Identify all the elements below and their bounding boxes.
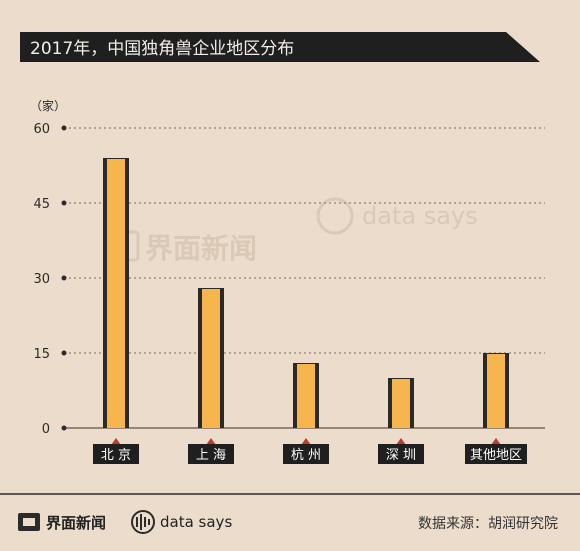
bars-layer	[103, 158, 509, 428]
bar	[483, 353, 509, 428]
bar	[103, 158, 129, 428]
category-label-bg	[465, 444, 527, 464]
category-label-bg	[283, 444, 329, 464]
bar	[388, 378, 414, 428]
footer-brand: 界面新闻	[46, 514, 106, 532]
category-label: 其他地区	[470, 448, 522, 463]
bar	[198, 288, 224, 428]
watermark: 界面新闻 data says	[108, 197, 478, 265]
grid-layer: 0 15 30 45 60	[33, 122, 545, 437]
y-tick-marker	[61, 125, 67, 131]
category-label: 深 圳	[386, 448, 416, 463]
footer-source: 数据来源：胡润研究院	[418, 516, 558, 532]
category-label: 北 京	[101, 448, 131, 463]
category-label-bg	[188, 444, 234, 464]
y-tick-label: 30	[33, 272, 50, 287]
y-tick-marker	[61, 350, 67, 356]
watermark-brand: 界面新闻	[145, 232, 257, 265]
category-label: 上 海	[196, 448, 226, 463]
data-says-icon	[131, 510, 155, 534]
footer-sub-brand: data says	[160, 513, 232, 531]
y-tick-label: 0	[42, 422, 50, 437]
category-marker	[206, 438, 216, 445]
category-marker	[491, 438, 501, 445]
footer-logo-icon	[18, 513, 40, 531]
y-tick-label: 60	[33, 122, 50, 137]
category-marker	[301, 438, 311, 445]
y-tick-label: 15	[33, 347, 50, 362]
category-marker	[111, 438, 121, 445]
category-label-bg	[93, 444, 139, 464]
title-banner	[20, 32, 540, 62]
y-axis-unit: （家）	[30, 98, 66, 113]
category-label: 杭 州	[291, 448, 321, 463]
y-tick-marker	[61, 275, 67, 281]
y-tick-marker	[61, 425, 67, 431]
category-marker	[396, 438, 406, 445]
bar	[293, 363, 319, 428]
chart-title: 2017年，中国独角兽企业地区分布	[30, 39, 294, 59]
category-label-bg	[378, 444, 424, 464]
y-tick-label: 45	[33, 197, 50, 212]
y-tick-marker	[61, 200, 67, 206]
watermark-ds-icon	[316, 197, 354, 235]
category-layer: 北 京 上 海 杭 州 深 圳 其他地区	[93, 438, 527, 464]
watermark-sub-brand: data says	[362, 202, 478, 230]
